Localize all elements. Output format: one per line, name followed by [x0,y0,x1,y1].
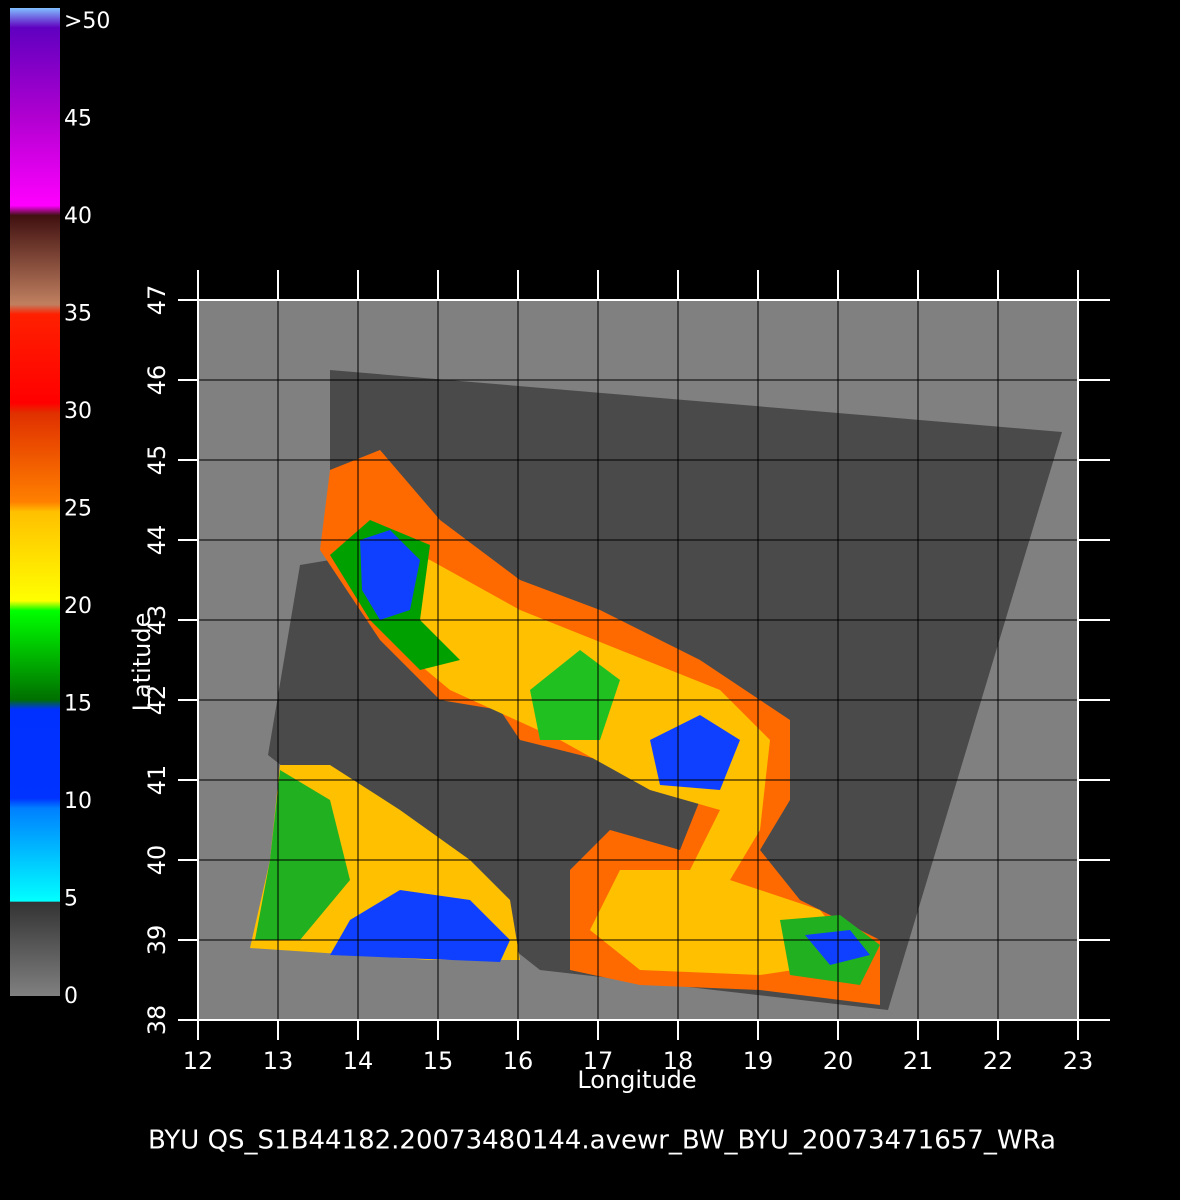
map-frame [197,299,1079,1021]
colorbar-label: 40 [64,204,92,229]
wind-region [360,530,420,620]
x-tick-label: 18 [663,1047,694,1075]
x-tick-label: 14 [343,1047,374,1075]
wind-region [330,890,510,962]
x-tick-label: 13 [263,1047,294,1075]
x-tick-label: 12 [183,1047,214,1075]
colorbar-label: >50 [64,9,110,34]
colorbar-label: 45 [64,107,92,132]
x-tick-label: 21 [903,1047,934,1075]
y-tick-label: 45 [143,445,171,476]
colorbar-label: 5 [64,887,78,912]
x-tick-label: 17 [583,1047,614,1075]
colorbar-label: 30 [64,399,92,424]
wind-region [650,715,740,790]
y-axis-title: Latitude [128,613,156,712]
wind-region [360,540,860,975]
y-tick-label: 39 [143,925,171,956]
footer-text: BYU QS_S1B44182.20073480144.avewr_BW_BYU… [148,1126,1056,1156]
wind-region [255,770,350,940]
colorbar-label: 0 [64,984,78,1009]
y-tick-label: 47 [143,285,171,316]
x-axis-title: Longitude [577,1066,696,1094]
y-tick-label: 40 [143,845,171,876]
x-tick-label: 23 [1063,1047,1094,1075]
x-tick-label: 16 [503,1047,534,1075]
y-tick-label: 46 [143,365,171,396]
colorbar [10,8,60,996]
x-tick-label: 19 [743,1047,774,1075]
colorbar-labels: >50 45 40 35 30 25 20 15 10 5 0 [64,9,110,1009]
y-tick-label: 42 [143,685,171,716]
y-tick-label: 43 [143,605,171,636]
footer-prefix: : [0,1126,3,1156]
x-tick-label: 22 [983,1047,1014,1075]
colorbar-label: 20 [64,594,92,619]
grid [197,299,1079,1021]
axis-ticks: 12 13 14 15 16 17 18 19 20 21 22 23 38 39 40 41 42 43 44 45… [143,270,1110,1075]
y-tick-label: 44 [143,525,171,556]
y-tick-label: 38 [143,1005,171,1036]
x-tick-label: 20 [823,1047,854,1075]
colorbar-label: 10 [64,789,92,814]
colorbar-label: 35 [64,302,92,327]
colorbar-label: 25 [64,497,92,522]
colorbar-label: 15 [64,692,92,717]
y-tick-label: 41 [143,765,171,796]
x-tick-label: 15 [423,1047,454,1075]
